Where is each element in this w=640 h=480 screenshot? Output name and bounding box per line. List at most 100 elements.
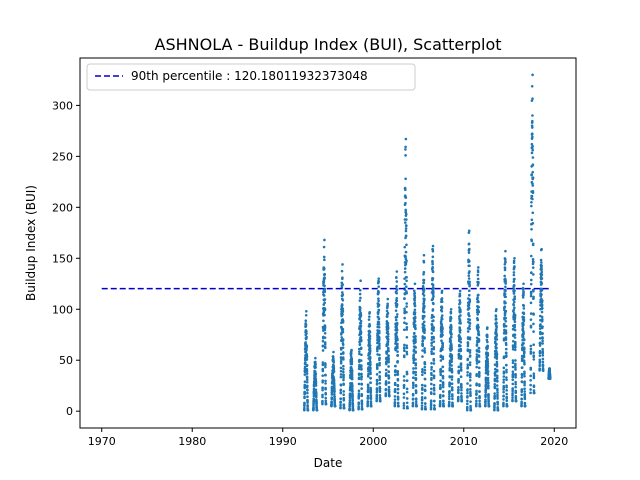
scatter-point <box>321 367 325 371</box>
scatter-point <box>541 337 544 340</box>
scatter-point <box>541 357 545 361</box>
scatter-point <box>368 324 372 328</box>
scatter-point <box>449 307 453 311</box>
scatter-point <box>402 379 406 382</box>
scatter-point <box>350 360 354 363</box>
scatter-point <box>478 390 481 393</box>
scatter-point <box>368 356 372 360</box>
scatter-point <box>475 358 479 362</box>
scatter-point <box>529 325 533 329</box>
scatter-point <box>430 344 433 347</box>
scatter-point <box>467 274 471 277</box>
scatter-point <box>486 362 490 365</box>
scatter-point <box>305 309 308 313</box>
scatter-point <box>441 355 445 359</box>
scatter-point <box>360 372 363 376</box>
scatter-point <box>386 332 390 336</box>
scatter-point <box>487 384 490 388</box>
scatter-point <box>402 404 406 407</box>
scatter-point <box>458 289 462 293</box>
scatter-point <box>412 289 416 293</box>
scatter-point <box>505 389 508 392</box>
scatter-point <box>323 328 327 332</box>
scatter-point <box>540 288 544 292</box>
scatter-point <box>531 97 534 100</box>
scatter-point <box>413 291 417 295</box>
scatter-point <box>359 296 362 300</box>
scatter-point <box>468 318 472 321</box>
scatter-point <box>324 365 327 369</box>
scatter-point <box>359 359 363 362</box>
scatter-point <box>404 188 407 192</box>
scatter-point <box>440 310 444 313</box>
scatter-point <box>405 243 408 247</box>
scatter-point <box>503 266 507 270</box>
scatter-point <box>421 355 424 358</box>
scatter-point <box>359 319 363 323</box>
scatter-point <box>531 211 535 215</box>
scatter-point <box>412 361 416 364</box>
scatter-point <box>379 399 382 403</box>
scatter-point <box>538 344 542 347</box>
scatter-point <box>413 299 416 302</box>
scatter-point <box>350 348 353 352</box>
scatter-point <box>495 362 499 366</box>
scatter-point <box>496 388 499 392</box>
scatter-point <box>422 270 426 274</box>
scatter-point <box>423 337 426 340</box>
scatter-point <box>368 344 372 347</box>
scatter-point <box>405 218 408 221</box>
scatter-point <box>321 395 324 399</box>
scatter-point <box>423 389 427 393</box>
scatter-point <box>476 270 480 274</box>
scatter-point <box>360 367 363 371</box>
scatter-point <box>548 377 552 380</box>
scatter-point <box>378 363 381 367</box>
scatter-point <box>459 344 462 348</box>
scatter-point <box>386 335 390 338</box>
scatter-point <box>505 363 508 367</box>
scatter-point <box>405 305 408 308</box>
scatter-point <box>442 404 445 408</box>
scatter-point <box>522 304 526 307</box>
scatter-point <box>404 210 408 214</box>
scatter-point <box>529 282 533 286</box>
scatter-point <box>540 277 544 280</box>
scatter-point <box>411 397 415 401</box>
scatter-point <box>503 274 506 278</box>
scatter-point <box>448 383 451 387</box>
scatter-point <box>367 372 370 376</box>
scatter-point <box>376 349 379 353</box>
scatter-point <box>523 402 527 405</box>
scatter-point <box>312 391 316 394</box>
scatter-point <box>486 364 490 368</box>
scatter-point <box>531 266 535 269</box>
scatter-point <box>321 374 324 377</box>
scatter-point <box>522 355 526 359</box>
scatter-point <box>394 318 398 322</box>
scatter-point <box>342 376 345 380</box>
scatter-point <box>359 346 363 350</box>
scatter-point <box>532 330 535 333</box>
scatter-point <box>350 370 354 374</box>
scatter-point <box>540 315 544 319</box>
scatter-point <box>513 306 516 310</box>
scatter-point <box>415 404 418 408</box>
scatter-point <box>341 352 345 355</box>
scatter-point <box>495 350 498 354</box>
scatter-point <box>432 315 435 319</box>
scatter-point <box>493 373 497 376</box>
scatter-point <box>531 156 535 159</box>
scatter-point <box>495 369 499 373</box>
scatter-point <box>423 314 426 318</box>
y-tick-label: 300 <box>52 99 73 112</box>
scatter-point <box>432 337 436 340</box>
scatter-point <box>484 403 487 407</box>
scatter-point <box>387 376 391 379</box>
scatter-point <box>520 397 523 401</box>
scatter-point <box>484 376 488 380</box>
scatter-point <box>377 299 380 303</box>
scatter-point <box>486 352 490 355</box>
scatter-point <box>360 353 363 357</box>
scatter-point <box>467 229 471 233</box>
